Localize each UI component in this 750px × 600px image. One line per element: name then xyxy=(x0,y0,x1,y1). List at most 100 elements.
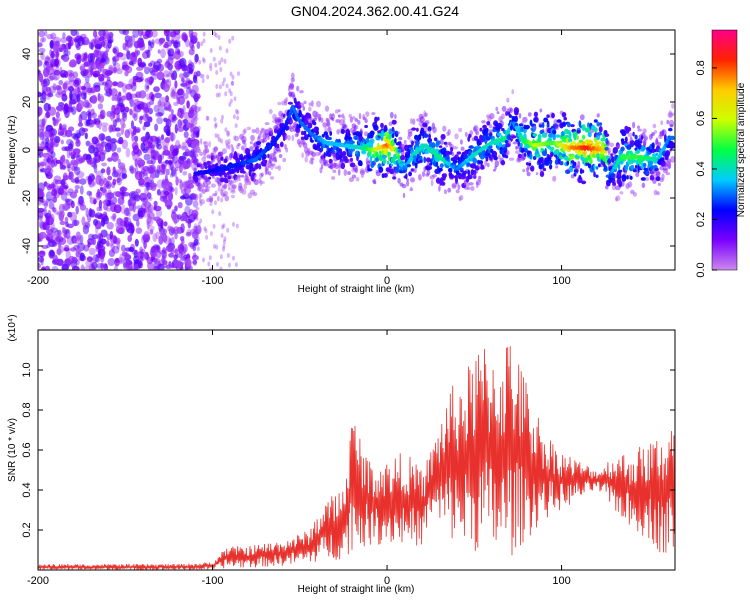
noise-point xyxy=(86,190,92,196)
ridge-point xyxy=(482,124,487,130)
ridge-point xyxy=(506,150,510,156)
ridge-point xyxy=(424,120,430,125)
ridge-point xyxy=(486,136,491,141)
noise-point xyxy=(194,59,198,65)
ridge-point xyxy=(631,159,634,164)
noise-point xyxy=(174,205,178,212)
noise-point xyxy=(43,202,49,208)
noise-point xyxy=(153,104,160,113)
noise-point xyxy=(176,260,183,269)
noise-point xyxy=(50,52,56,59)
ridge-point xyxy=(396,163,400,171)
noise-point xyxy=(202,58,206,64)
noise-point xyxy=(127,128,133,135)
noise-point xyxy=(154,258,161,265)
noise-point xyxy=(125,262,133,270)
ridge-point xyxy=(609,142,614,148)
noise-point xyxy=(121,95,126,101)
ridge-point xyxy=(620,146,625,152)
ridge-point xyxy=(500,160,506,166)
noise-point xyxy=(237,71,240,77)
noise-point xyxy=(209,48,213,53)
ridge-point xyxy=(208,141,211,148)
ridge-point xyxy=(563,116,567,121)
noise-point xyxy=(221,224,225,230)
ridge-point xyxy=(659,165,665,171)
noise-point xyxy=(172,226,180,235)
noise-point xyxy=(124,70,129,77)
noise-point xyxy=(201,57,205,62)
noise-point xyxy=(130,190,139,201)
noise-point xyxy=(145,131,151,140)
ridge-point xyxy=(519,142,523,148)
noise-point xyxy=(114,49,120,57)
ridge-point xyxy=(573,161,577,167)
noise-point xyxy=(161,139,170,148)
ridge-point xyxy=(216,195,220,202)
ridge-point xyxy=(603,144,608,147)
ridge-point xyxy=(481,165,486,170)
noise-point xyxy=(109,110,115,116)
ridge-point xyxy=(371,112,376,115)
noise-point xyxy=(99,109,106,120)
noise-point xyxy=(175,47,180,55)
noise-point xyxy=(75,30,80,37)
ridge-point xyxy=(494,160,499,168)
ridge-point xyxy=(668,127,673,132)
noise-point xyxy=(143,146,150,151)
noise-point xyxy=(160,220,164,230)
noise-point xyxy=(143,240,147,250)
noise-point xyxy=(125,83,133,90)
noise-point xyxy=(160,229,164,240)
ridge-point xyxy=(418,174,422,181)
ridge-point xyxy=(627,132,633,138)
noise-point xyxy=(151,30,158,38)
ridge-point xyxy=(433,137,438,142)
ridge-point xyxy=(637,125,640,129)
ridge-point xyxy=(394,114,397,119)
ridge-point xyxy=(300,136,305,141)
noise-point xyxy=(117,158,121,165)
ridge-point xyxy=(199,193,203,198)
ridge-point xyxy=(620,180,625,187)
noise-point xyxy=(191,254,199,261)
noise-point xyxy=(190,228,198,234)
noise-point xyxy=(114,222,120,228)
noise-point xyxy=(167,63,174,71)
ridge-point xyxy=(459,194,464,201)
noise-point xyxy=(63,232,68,239)
ridge-point xyxy=(597,141,602,145)
noise-point xyxy=(82,72,87,78)
noise-point xyxy=(111,152,119,162)
noise-point xyxy=(134,263,139,268)
ridge-point xyxy=(365,137,370,144)
noise-point xyxy=(95,244,102,250)
noise-point xyxy=(121,173,128,180)
noise-point xyxy=(80,264,85,270)
noise-point xyxy=(139,115,144,121)
ridge-point xyxy=(327,126,331,132)
ridge-point xyxy=(477,141,482,146)
ridge-point xyxy=(318,116,322,123)
noise-point xyxy=(160,134,165,141)
ridge-point xyxy=(571,141,576,145)
noise-point xyxy=(170,236,175,246)
ridge-point xyxy=(342,115,346,122)
noise-point xyxy=(194,226,197,231)
noise-point xyxy=(92,118,97,125)
noise-point xyxy=(44,141,49,149)
noise-point xyxy=(53,157,58,167)
noise-point xyxy=(140,102,148,111)
ridge-point xyxy=(253,172,257,178)
ridge-point xyxy=(307,122,313,129)
noise-point xyxy=(156,71,165,81)
noise-point xyxy=(102,39,108,49)
noise-point xyxy=(167,57,174,65)
noise-point xyxy=(100,238,107,245)
noise-point xyxy=(181,76,185,83)
ridge-point xyxy=(392,176,397,180)
noise-point xyxy=(75,139,81,147)
noise-point xyxy=(122,30,129,36)
noise-point xyxy=(95,226,99,235)
